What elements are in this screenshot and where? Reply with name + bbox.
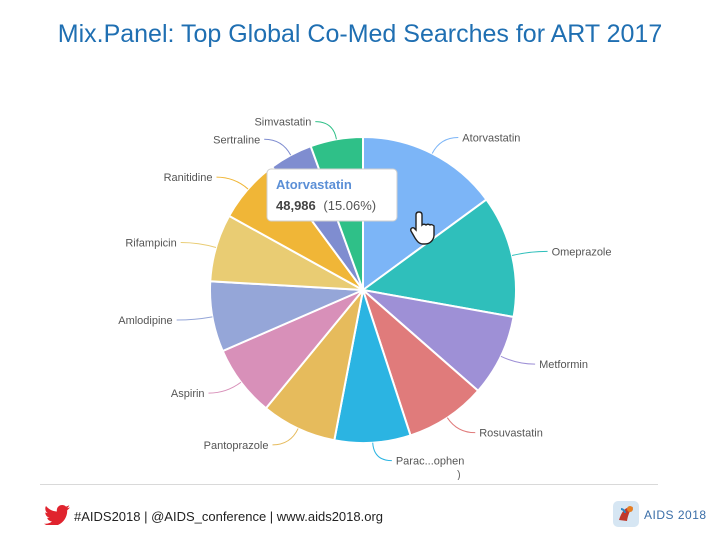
pie-chart: Atorvastatin Omeprazole Metformin Rosuvasta… — [118, 117, 611, 480]
pie-leader-rifampicin — [180, 242, 217, 249]
footer-divider — [40, 484, 658, 485]
pie-label-pantoprazole: Pantoprazole — [204, 440, 269, 452]
pie-leader-omeprazole — [511, 250, 548, 256]
svg-text:48,986 (15.06%): 48,986 (15.06%) — [276, 198, 376, 213]
pie-leader-aspirin — [208, 381, 242, 394]
pie-slice-omeprazole[interactable] — [360, 198, 517, 319]
tooltip-count: 48,986 — [276, 198, 316, 213]
logo-text: AIDS 2018 — [644, 508, 707, 522]
pie-leader-metformin — [500, 355, 536, 365]
pie-leader-lines — [176, 121, 548, 462]
pie-leader-ranitidine — [216, 176, 249, 190]
twitter-bird-icon — [44, 505, 70, 525]
pie-slices — [209, 135, 517, 444]
pie-leader-pantoprazole — [272, 428, 299, 446]
tooltip-name: Atorvastatin — [276, 177, 352, 192]
pie-label-aspirin: Aspirin — [171, 388, 205, 400]
chart-tooltip: Atorvastatin 48,986 (15.06%) — [266, 168, 398, 222]
pie-label-suffix: ) — [457, 469, 461, 480]
pie-label-atorvastatin: Atorvastatin — [462, 132, 520, 144]
pie-label-simvastatin: Simvastatin — [254, 117, 311, 129]
footer-text: #AIDS2018 | @AIDS_conference | www.aids2… — [74, 509, 384, 524]
pie-slice-metformin[interactable] — [359, 288, 515, 393]
tooltip-percent: (15.06%) — [323, 198, 376, 213]
pie-labels: Atorvastatin Omeprazole Metformin Rosuvasta… — [118, 117, 611, 468]
pie-label-ranitidine: Ranitidine — [164, 172, 213, 184]
hand-cursor-icon — [410, 211, 435, 245]
pie-leader-rosuvastatin — [446, 417, 476, 434]
aids2018-logo-icon — [613, 501, 639, 527]
aids2018-logo: AIDS 2018 — [612, 500, 708, 530]
pie-leader-sertraline — [264, 138, 292, 156]
pie-label-rifampicin: Rifampicin — [125, 238, 176, 250]
pie-leader-simvastatin — [315, 121, 337, 140]
pie-leader-amlodipine — [176, 316, 213, 321]
slide-title: Mix.Panel: Top Global Co-Med Searches fo… — [57, 20, 663, 48]
pie-label-parac-ophen: Parac...ophen — [396, 456, 465, 468]
pie-label-rosuvastatin: Rosuvastatin — [479, 428, 543, 440]
pie-leader-parac-ophen — [372, 442, 392, 462]
pie-label-amlodipine: Amlodipine — [118, 315, 172, 327]
pie-label-metformin: Metformin — [539, 359, 588, 371]
pie-label-omeprazole: Omeprazole — [552, 246, 612, 258]
pie-label-sertraline: Sertraline — [213, 134, 260, 146]
pie-leader-atorvastatin — [431, 136, 459, 154]
